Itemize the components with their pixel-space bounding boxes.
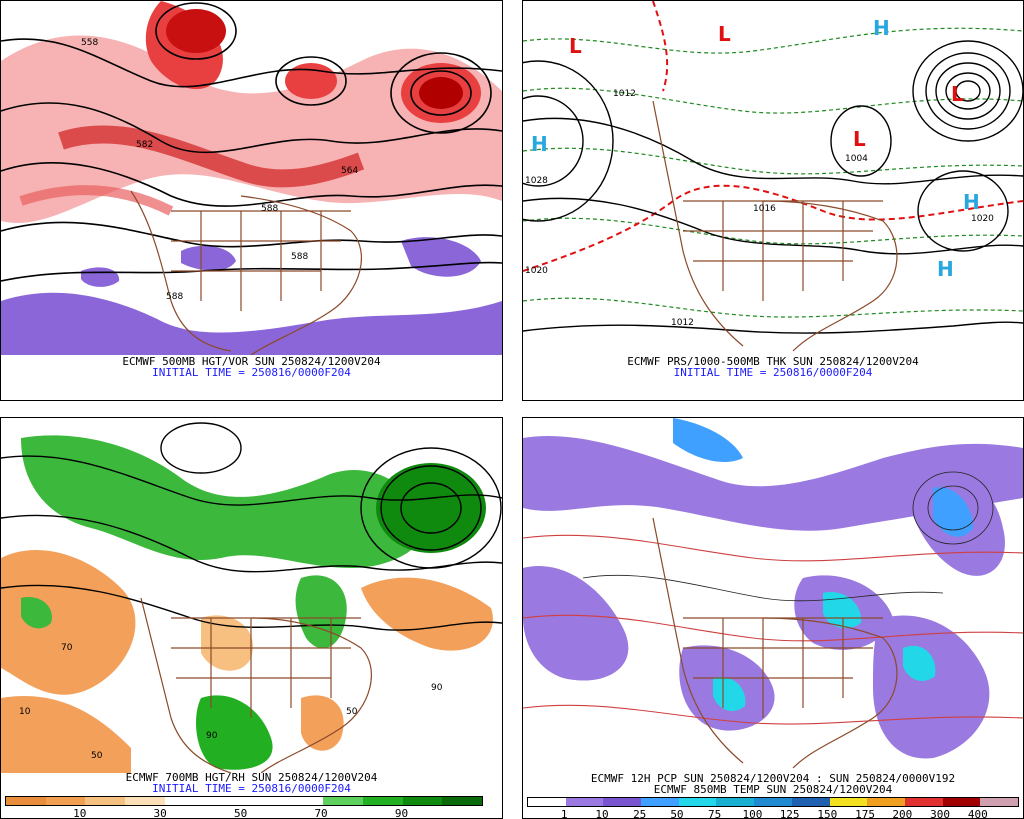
isobar-label: 1028 xyxy=(525,176,548,186)
isobar-label: 1012 xyxy=(613,89,636,99)
colorbar-swatch xyxy=(323,797,364,805)
isobar-label: 1012 xyxy=(671,318,694,328)
panel-caption: ECMWF PRS/1000-500MB THK SUN 250824/1200… xyxy=(627,355,919,368)
contour-label: 588 xyxy=(291,252,308,262)
rh-label: 10 xyxy=(19,707,31,717)
contour-label: 588 xyxy=(166,292,183,302)
colorbar-tick-label: 90 xyxy=(394,807,409,819)
colorbar-swatch xyxy=(867,798,905,806)
high-center-icon: H xyxy=(937,257,954,281)
low-center-icon: L xyxy=(569,34,582,58)
panel-caption: ECMWF 500MB HGT/VOR SUN 250824/1200V204 xyxy=(122,355,381,368)
contour-label: 582 xyxy=(136,140,153,150)
map-500mb: 558 582 564 588 588 588 xyxy=(1,1,502,355)
colorbar-swatch xyxy=(164,797,205,805)
colorbar-swatch xyxy=(244,797,284,805)
colorbar-swatch xyxy=(791,798,830,806)
rh-label: 50 xyxy=(91,751,103,761)
pcp-colorbar xyxy=(527,797,1019,807)
isobar-label: 1004 xyxy=(845,154,868,164)
colorbar-swatch xyxy=(603,798,642,806)
contour-label: 564 xyxy=(341,166,358,176)
isobar-label: 1020 xyxy=(971,214,994,224)
rh-colorbar-ticks: 10 30 50 70 90 xyxy=(5,807,481,818)
colorbar-swatch xyxy=(942,798,981,806)
colorbar-tick-label: 70 xyxy=(314,807,328,819)
isobar-label: 1016 xyxy=(753,204,776,214)
colorbar-swatch xyxy=(125,797,165,805)
rh-label: 90 xyxy=(206,731,218,741)
colorbar-swatch xyxy=(204,797,245,805)
colorbar-tick-label: 200 xyxy=(892,808,913,819)
colorbar-swatch xyxy=(829,798,868,806)
colorbar-swatch xyxy=(402,797,443,805)
panel-init-time: INITIAL TIME = 250816/0000F204 xyxy=(152,366,351,379)
high-center-icon: H xyxy=(963,190,980,214)
colorbar-swatch xyxy=(904,798,943,806)
colorbar-tick-label: 75 xyxy=(708,808,722,819)
panel-subcaption: ECMWF 850MB TEMP SUN 250824/1200V204 xyxy=(653,783,893,796)
colorbar-swatch xyxy=(45,797,86,805)
map-prs-thk: 1012 1004 1016 1020 1012 1028 1020 L L L… xyxy=(523,1,1023,355)
low-center-icon: L xyxy=(718,22,731,46)
colorbar-tick-label: 300 xyxy=(930,808,950,819)
rh-label: 50 xyxy=(346,707,358,717)
panel-12h-pcp-850mb-temp: ECMWF 12H PCP SUN 250824/1200V204 : SUN … xyxy=(522,417,1024,819)
colorbar-tick-label: 150 xyxy=(817,808,838,819)
rh-label: 70 xyxy=(61,643,73,653)
colorbar-swatch xyxy=(641,798,679,806)
colorbar-swatch xyxy=(85,797,126,805)
high-center-icon: H xyxy=(873,16,890,40)
colorbar-swatch xyxy=(980,798,1018,806)
colorbar-swatch xyxy=(363,797,403,805)
panel-caption: ECMWF 12H PCP SUN 250824/1200V204 : SUN … xyxy=(590,772,956,785)
colorbar-tick-label: 125 xyxy=(779,808,800,819)
isobar-label: 1020 xyxy=(525,266,548,276)
colorbar-tick-label: 175 xyxy=(855,808,876,819)
colorbar-tick-label: 50 xyxy=(670,808,684,819)
colorbar-swatch xyxy=(754,798,792,806)
panel-init-time: INITIAL TIME = 250816/0000F204 xyxy=(673,366,873,379)
colorbar-swatch xyxy=(716,798,755,806)
panel-700mb-hgt-rh: 10 50 90 70 50 90 ECMWF 700MB HGT/RH SUN… xyxy=(0,417,503,819)
colorbar-tick-label: 10 xyxy=(73,807,87,819)
map-pcp xyxy=(523,418,1023,773)
colorbar-tick-label: 100 xyxy=(742,808,763,819)
colorbar-swatch xyxy=(565,798,604,806)
panel-init-time: INITIAL TIME = 250816/0000F204 xyxy=(152,782,351,795)
colorbar-tick-label: 10 xyxy=(595,808,609,819)
rh-label: 90 xyxy=(431,683,443,693)
map-700mb: 10 50 90 70 50 90 xyxy=(1,418,502,773)
contour-label: 558 xyxy=(81,38,98,48)
contour-label: 588 xyxy=(261,204,278,214)
low-center-icon: L xyxy=(951,82,964,106)
colorbar-swatch xyxy=(678,798,717,806)
colorbar-swatch xyxy=(6,797,46,805)
panel-caption: ECMWF 700MB HGT/RH SUN 250824/1200V204 xyxy=(125,771,378,784)
colorbar-tick-label: 1 xyxy=(560,808,568,819)
colorbar-tick-label: 25 xyxy=(633,808,647,819)
rh-colorbar xyxy=(5,796,483,806)
colorbar-swatch xyxy=(528,798,566,806)
colorbar-tick-label: 30 xyxy=(153,807,167,819)
colorbar-tick-label: 400 xyxy=(967,808,988,819)
low-center-icon: L xyxy=(853,127,866,151)
pcp-colorbar-ticks: 1 10 25 50 75 100 125 150 175 200 300 400 xyxy=(527,808,1017,819)
colorbar-swatch xyxy=(442,797,483,805)
panel-prs-thickness: 1012 1004 1016 1020 1012 1028 1020 L L L… xyxy=(522,0,1024,401)
panel-500mb-hgt-vor: 558 582 564 588 588 588 ECMWF 500MB HGT/… xyxy=(0,0,503,401)
high-center-icon: H xyxy=(531,132,548,156)
colorbar-tick-label: 50 xyxy=(233,807,248,819)
colorbar-swatch xyxy=(283,797,324,805)
